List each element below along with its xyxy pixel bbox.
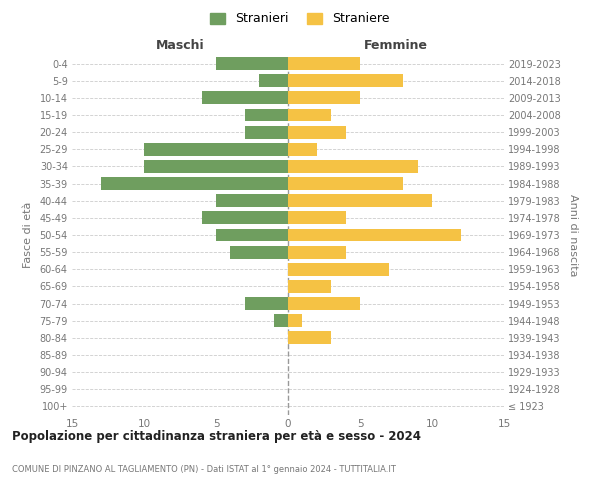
- Bar: [288, 246, 346, 258]
- Bar: [216, 57, 288, 70]
- Bar: [288, 280, 331, 293]
- Legend: Stranieri, Straniere: Stranieri, Straniere: [204, 6, 396, 32]
- Bar: [288, 160, 418, 173]
- Bar: [288, 314, 302, 327]
- Bar: [245, 126, 288, 138]
- Y-axis label: Fasce di età: Fasce di età: [23, 202, 32, 268]
- Bar: [274, 314, 288, 327]
- Bar: [101, 177, 288, 190]
- Bar: [144, 143, 288, 156]
- Text: Popolazione per cittadinanza straniera per età e sesso - 2024: Popolazione per cittadinanza straniera p…: [12, 430, 421, 443]
- Bar: [288, 74, 403, 87]
- Bar: [245, 108, 288, 122]
- Bar: [259, 74, 288, 87]
- Bar: [202, 92, 288, 104]
- Bar: [216, 228, 288, 241]
- Bar: [202, 212, 288, 224]
- Bar: [288, 194, 432, 207]
- Bar: [245, 297, 288, 310]
- Bar: [288, 228, 461, 241]
- Bar: [288, 177, 403, 190]
- Bar: [288, 143, 317, 156]
- Bar: [288, 108, 331, 122]
- Text: Femmine: Femmine: [364, 38, 428, 52]
- Y-axis label: Anni di nascita: Anni di nascita: [568, 194, 578, 276]
- Bar: [288, 92, 360, 104]
- Bar: [216, 194, 288, 207]
- Bar: [288, 297, 360, 310]
- Bar: [288, 57, 360, 70]
- Bar: [288, 263, 389, 276]
- Bar: [230, 246, 288, 258]
- Bar: [288, 212, 346, 224]
- Bar: [288, 332, 331, 344]
- Bar: [288, 126, 346, 138]
- Text: Maschi: Maschi: [155, 38, 205, 52]
- Bar: [144, 160, 288, 173]
- Text: COMUNE DI PINZANO AL TAGLIAMENTO (PN) - Dati ISTAT al 1° gennaio 2024 - TUTTITAL: COMUNE DI PINZANO AL TAGLIAMENTO (PN) - …: [12, 465, 396, 474]
